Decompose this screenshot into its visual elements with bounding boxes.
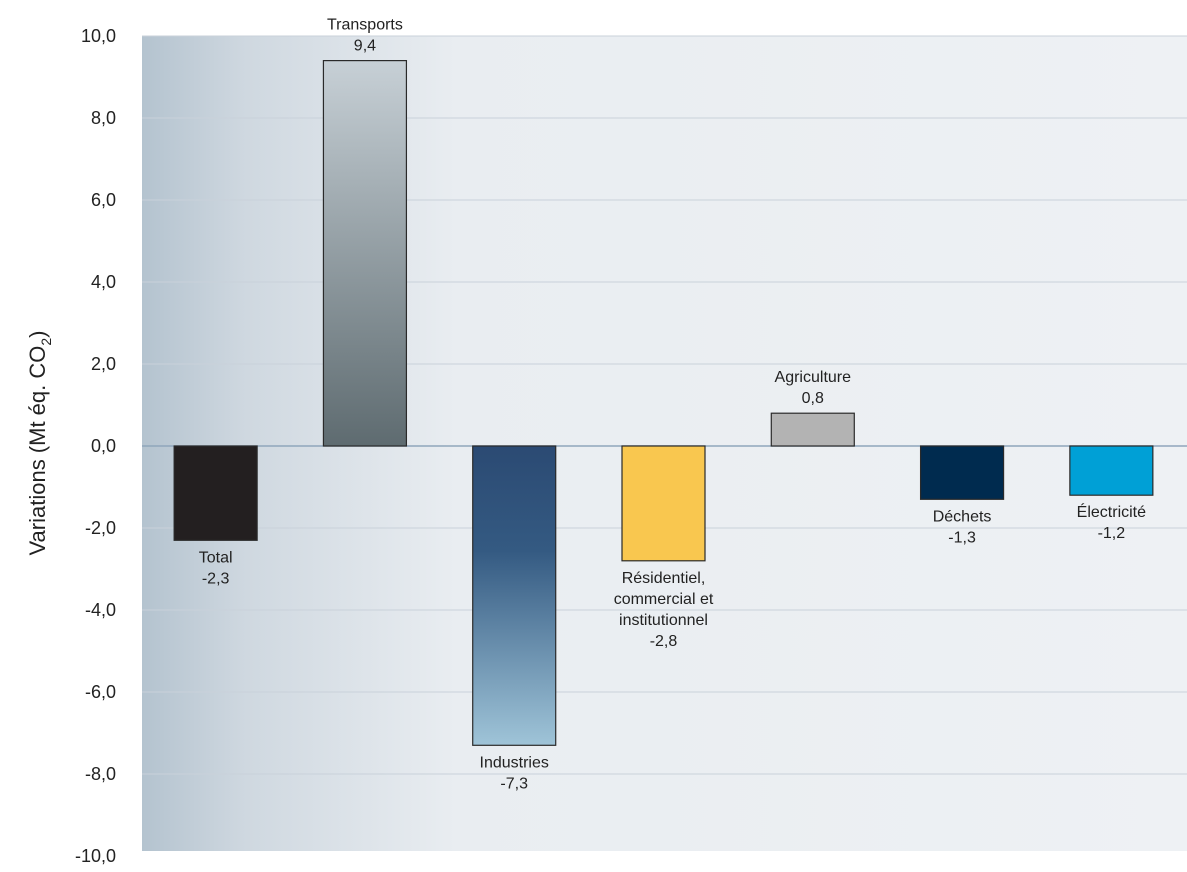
y-axis-ticks: 10,0 8,0 6,0 4,0 2,0 0,0 -2,0 -4,0 -6,0 -8,0 -10,0 — [75, 26, 116, 866]
y-axis-label-subscript: 2 — [38, 338, 54, 346]
y-tick-label: 8,0 — [91, 108, 116, 128]
category-label-residentiel: institutionnel — [619, 612, 708, 629]
bar-total — [173, 445, 258, 541]
y-tick-label: 6,0 — [91, 190, 116, 210]
y-tick-label: -4,0 — [85, 600, 116, 620]
value-label-residentiel: -2,8 — [650, 633, 678, 650]
category-label-dechets: Déchets — [933, 508, 992, 525]
value-label-electricite: -1,2 — [1098, 525, 1126, 542]
y-tick-label: 4,0 — [91, 272, 116, 292]
bar-agriculture — [770, 412, 855, 447]
y-tick-label: -6,0 — [85, 682, 116, 702]
y-tick-label: -10,0 — [75, 846, 116, 866]
bar-dechets — [919, 445, 1005, 500]
y-axis-label-end: ) — [25, 330, 50, 337]
y-axis-label-main: Variations (Mt éq. CO — [25, 346, 50, 556]
category-label-agriculture: Agriculture — [775, 369, 852, 386]
value-label-total: -2,3 — [202, 570, 230, 587]
category-label-residentiel: commercial et — [614, 591, 714, 608]
y-axis-label: Variations (Mt éq. CO2) — [25, 330, 54, 555]
bar-industries — [472, 445, 557, 746]
y-tick-label: -8,0 — [85, 764, 116, 784]
bar-electricite — [1069, 445, 1154, 496]
category-label-industries: Industries — [480, 754, 549, 771]
value-label-dechets: -1,3 — [948, 529, 976, 546]
y-tick-label: 2,0 — [91, 354, 116, 374]
bars — [173, 59, 1154, 746]
value-label-industries: -7,3 — [500, 775, 528, 792]
bar-transports — [322, 59, 408, 447]
value-label-agriculture: 0,8 — [802, 390, 824, 407]
category-label-residentiel: Résidentiel, — [622, 570, 706, 587]
y-tick-label: -2,0 — [85, 518, 116, 538]
category-label-transports: Transports — [327, 17, 403, 34]
bar-residentiel — [621, 445, 706, 562]
value-label-transports: 9,4 — [354, 38, 376, 55]
y-tick-label: 10,0 — [81, 26, 116, 46]
category-label-total: Total — [199, 549, 233, 566]
y-tick-label: 0,0 — [91, 436, 116, 456]
category-label-electricite: Électricité — [1077, 502, 1146, 521]
plot-background — [142, 36, 1187, 851]
bar-labels: Total -2,3 Transports 9,4 Industries -7,3 Rési… — [199, 17, 1146, 793]
